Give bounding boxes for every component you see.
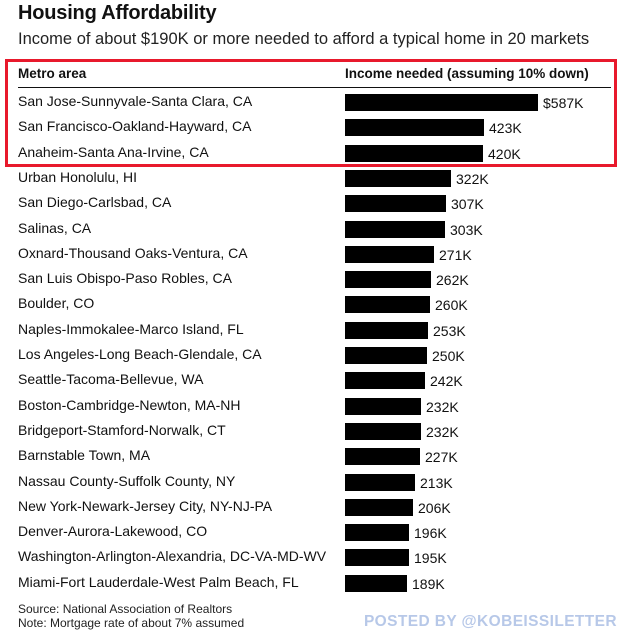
income-bar [345, 271, 431, 289]
income-bar [345, 94, 538, 111]
income-value-label: 322K [456, 170, 489, 187]
income-bar [345, 448, 420, 466]
income-bar [345, 321, 428, 339]
income-value-label: 195K [414, 550, 447, 567]
metro-area-label: Boulder, CO [18, 295, 95, 312]
metro-area-header: Metro area [18, 66, 87, 81]
header-divider [18, 87, 611, 88]
metro-area-label: Nassau County-Suffolk County, NY [18, 472, 236, 489]
income-bar [345, 372, 425, 390]
income-value-label: 253K [433, 322, 466, 339]
metro-area-label: Bridgeport-Stamford-Norwalk, CT [18, 421, 226, 438]
income-value-label: 420K [488, 145, 521, 162]
income-bar [345, 498, 413, 516]
income-value-label: 213K [420, 474, 453, 491]
income-bar [345, 144, 483, 162]
income-bar [345, 245, 434, 263]
income-value-label: 227K [425, 449, 458, 466]
income-value-label: $587K [543, 95, 584, 111]
metro-area-label: Salinas, CA [18, 219, 92, 236]
metro-area-label: Los Angeles-Long Beach-Glendale, CA [18, 346, 262, 362]
metro-area-label: San Francisco-Oakland-Hayward, CA [18, 118, 252, 135]
income-value-label: 307K [451, 196, 484, 213]
metro-area-label: Naples-Immokalee-Marco Island, FL [18, 320, 244, 337]
chart-subtitle: Income of about $190K or more needed to … [18, 30, 590, 48]
metro-area-label: San Luis Obispo-Paso Robles, CA [18, 270, 232, 287]
income-value-label: 250K [432, 348, 465, 364]
income-value-label: 232K [426, 423, 459, 440]
income-value-label: 262K [436, 272, 469, 289]
metro-area-label: Oxnard-Thousand Oaks-Ventura, CA [18, 244, 248, 261]
income-bar [345, 397, 421, 415]
metro-area-label: Urban Honolulu, HI [18, 168, 138, 185]
metro-area-label: Boston-Cambridge-Newton, MA-NH [18, 396, 241, 413]
source-note: Source: National Association of Realtors [18, 602, 233, 616]
income-bar [345, 574, 407, 592]
income-bar [345, 119, 484, 137]
footnote: Note: Mortgage rate of about 7% assumed [18, 616, 245, 630]
income-bar [345, 169, 451, 187]
income-value-label: 206K [418, 499, 451, 516]
metro-area-label: San Diego-Carlsbad, CA [18, 194, 172, 211]
income-value-label: 260K [435, 297, 468, 314]
metro-area-label: San Jose-Sunnyvale-Santa Clara, CA [18, 93, 253, 109]
income-bar [345, 473, 415, 491]
income-bar [345, 549, 409, 567]
income-bar [345, 296, 430, 314]
income-value-label: 423K [489, 120, 522, 137]
income-bar [345, 347, 427, 364]
income-value-label: 196K [414, 525, 447, 542]
metro-area-label: Denver-Aurora-Lakewood, CO [18, 523, 208, 540]
income-bar [345, 524, 409, 542]
income-needed-header: Income needed (assuming 10% down) [345, 66, 589, 81]
metro-area-label: Miami-Fort Lauderdale-West Palm Beach, F… [18, 573, 299, 590]
income-bar [345, 220, 445, 238]
income-bar [345, 195, 446, 213]
metro-area-label: Anaheim-Santa Ana-Irvine, CA [18, 143, 209, 160]
metro-area-label: New York-Newark-Jersey City, NY-NJ-PA [18, 497, 273, 514]
metro-area-label: Seattle-Tacoma-Bellevue, WA [18, 371, 204, 388]
metro-area-label: Washington-Arlington-Alexandria, DC-VA-M… [18, 548, 327, 565]
income-value-label: 232K [426, 398, 459, 415]
income-value-label: 189K [412, 575, 445, 592]
income-value-label: 271K [439, 246, 472, 263]
income-bar [345, 422, 421, 440]
metro-area-label: Barnstable Town, MA [18, 447, 151, 464]
income-value-label: 242K [430, 373, 463, 390]
income-value-label: 303K [450, 221, 483, 238]
chart-title: Housing Affordability [18, 2, 217, 24]
highlight-box [5, 59, 617, 167]
watermark: POSTED BY @KOBEISSILETTER [363, 613, 617, 630]
